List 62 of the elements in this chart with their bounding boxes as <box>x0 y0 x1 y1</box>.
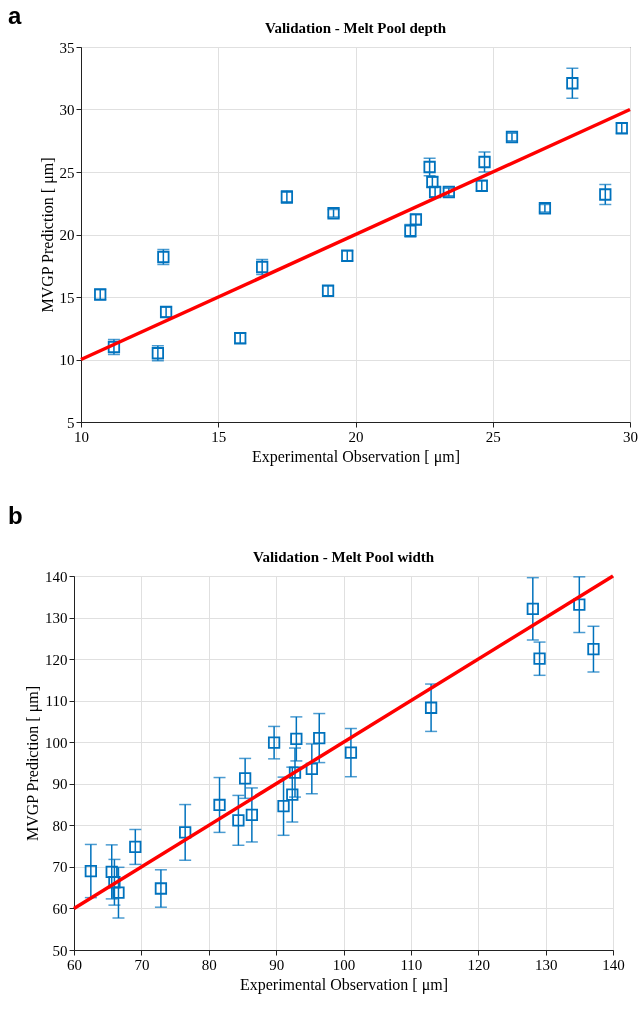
y-tick-label: 50 <box>52 942 68 959</box>
point <box>105 865 118 879</box>
x-tick-label: 100 <box>332 956 356 973</box>
point <box>313 731 326 745</box>
x-axis-title: Experimental Observation [ μm] <box>251 447 461 466</box>
point <box>112 886 125 899</box>
y-tick-label: 5 <box>67 414 75 431</box>
point <box>277 800 290 813</box>
point <box>344 746 358 759</box>
point <box>179 826 192 839</box>
point <box>478 155 491 169</box>
x-tick-label: 140 <box>602 956 625 973</box>
point <box>267 736 281 749</box>
x-tick-label: 90 <box>269 956 285 973</box>
x-tick-label: 20 <box>348 428 364 445</box>
y-tick-label: 100 <box>45 734 68 751</box>
y-tick-label: 10 <box>59 352 75 368</box>
point <box>154 882 168 895</box>
point <box>245 808 259 822</box>
x-tick-label: 130 <box>534 956 558 973</box>
x-axis-title: Experimental Observation [ μm] <box>239 975 449 994</box>
text: b <box>8 502 23 530</box>
point <box>526 602 539 615</box>
point <box>533 652 546 665</box>
y-axis-title: MVGP Prediction [ μm] <box>24 685 42 842</box>
y-tick-label: 80 <box>52 817 68 834</box>
point <box>238 772 252 785</box>
x-tick-label: 10 <box>74 428 89 445</box>
y-tick-label: 30 <box>59 102 75 118</box>
y-tick-label: 90 <box>52 776 68 793</box>
x-tick-label: 30 <box>623 428 638 445</box>
point <box>290 732 303 746</box>
y-tick-label: 130 <box>45 610 68 627</box>
y-axis-title: MVGP Prediction [ μm] <box>38 157 57 313</box>
y-tick-label: 15 <box>59 289 75 306</box>
point <box>129 840 142 854</box>
y-tick-label: 60 <box>52 900 68 917</box>
y-tick-label: 120 <box>45 651 68 668</box>
x-tick-label: 15 <box>211 428 227 445</box>
y-tick-label: 70 <box>52 859 68 876</box>
point <box>566 77 579 90</box>
x-tick-label: 110 <box>400 956 423 973</box>
y-tick-label: 140 <box>45 568 68 585</box>
y-tick-label: 20 <box>59 227 75 243</box>
y-tick-label: 25 <box>59 164 75 181</box>
chart-title: Validation - Melt Pool depth <box>264 20 447 36</box>
point <box>288 766 302 779</box>
y-tick-label: 35 <box>59 39 75 56</box>
x-tick-label: 70 <box>134 956 150 973</box>
point <box>232 814 245 827</box>
x-tick-label: 120 <box>467 956 490 973</box>
point <box>286 788 299 801</box>
x-tick-label: 80 <box>201 956 217 973</box>
point <box>424 701 438 714</box>
point <box>84 864 97 878</box>
y-tick-label: 110 <box>45 693 68 710</box>
point <box>213 798 226 812</box>
point <box>587 642 600 656</box>
x-tick-label: 25 <box>485 428 501 445</box>
text: a <box>8 2 22 30</box>
point <box>599 188 612 201</box>
chart-title: Validation - Melt Pool width <box>252 549 435 565</box>
